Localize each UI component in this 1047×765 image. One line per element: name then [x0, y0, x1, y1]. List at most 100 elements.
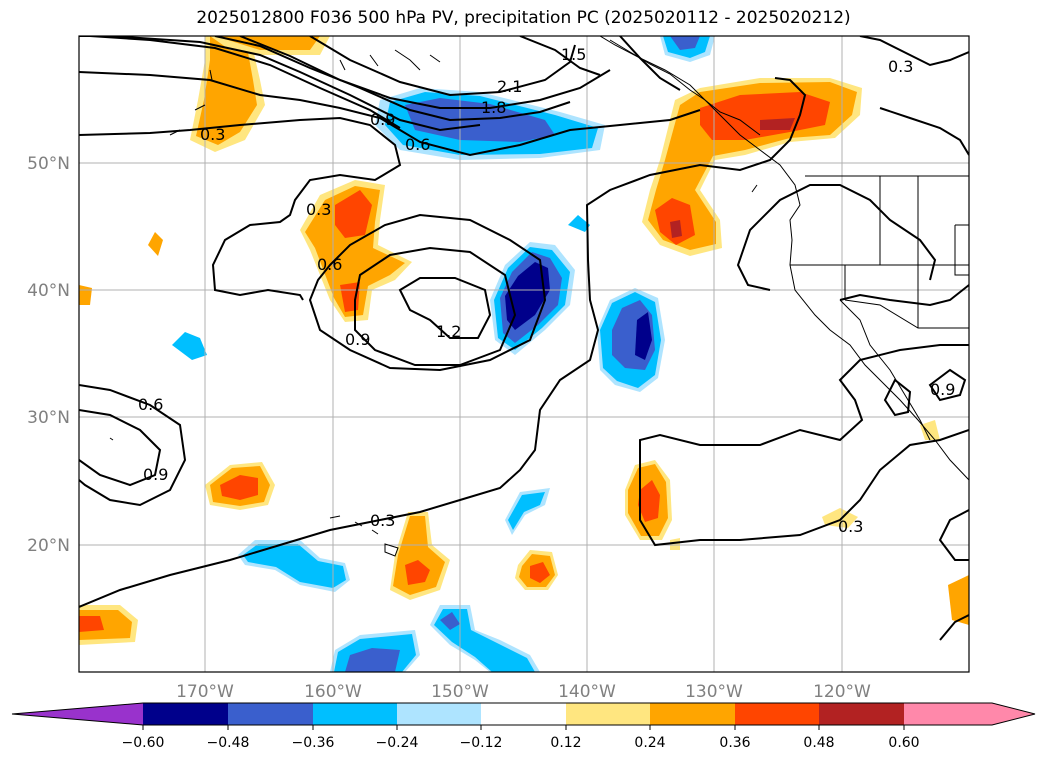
lon-label-160w: 160°W — [304, 682, 362, 702]
pv-contour — [938, 509, 969, 561]
pv-contour — [883, 378, 912, 417]
pv-contour — [939, 614, 969, 641]
pv-contour — [928, 368, 967, 402]
coastlines — [109, 36, 969, 557]
colorbar-tick-label: −0.24 — [376, 735, 419, 751]
precip-negative-region — [505, 262, 550, 330]
pv-contour — [619, 36, 681, 91]
lon-label-120w: 120°W — [813, 682, 871, 702]
colorbar-bin — [143, 703, 228, 725]
lat-label-20n: 20°N — [27, 536, 70, 556]
contour-label: 0.3 — [838, 517, 863, 536]
map-title: 2025012800 F036 500 hPa PV, precipitatio… — [196, 8, 851, 28]
pv-contour-0-9 — [79, 36, 401, 129]
island — [109, 437, 114, 441]
precip-positive-region — [920, 420, 940, 440]
contour-label: 0.9 — [143, 465, 168, 484]
precip-positive-region — [393, 516, 445, 595]
lon-label-150w: 150°W — [431, 682, 489, 702]
precip-positive-region — [530, 562, 550, 583]
precip-shading — [79, 36, 969, 672]
state-border — [954, 224, 969, 276]
precip-negative-region — [172, 332, 207, 360]
colorbar: −0.60 −0.48 −0.36 −0.24 −0.12 0.12 0.24 … — [11, 702, 1036, 751]
gridlines — [79, 36, 969, 672]
lat-label-50n: 50°N — [27, 154, 70, 174]
precip-negative-region — [243, 544, 346, 588]
precip-positive-region — [148, 232, 163, 256]
colorbar-extend-low — [12, 703, 143, 725]
contour-label: 0.3 — [370, 511, 395, 530]
pv-contours — [79, 36, 969, 641]
contour-label: 1.8 — [481, 98, 506, 117]
contour-label: 0.9 — [370, 110, 395, 129]
colorbar-extend-high — [992, 703, 1035, 725]
precip-positive-region — [670, 538, 680, 550]
colorbar-tick-label: −0.60 — [122, 735, 165, 751]
pv-contour-0-6 — [79, 71, 701, 157]
contour-label: 0.9 — [930, 380, 955, 399]
colorbar-tick-label: 0.12 — [550, 735, 581, 751]
precip-positive-region — [335, 190, 372, 238]
aleutian-islands — [169, 49, 441, 136]
contour-label: 0.3 — [200, 125, 225, 144]
colorbar-bin — [735, 703, 819, 725]
pv-contour-1-2 — [398, 277, 492, 339]
precip-positive-region — [670, 220, 682, 238]
contour-label: 1.2 — [436, 322, 461, 341]
colorbar-tick-label: 0.36 — [719, 735, 750, 751]
pv-contour-0-3 — [79, 116, 402, 301]
pv-contour-0-3 — [79, 77, 807, 608]
colorbar-bin — [566, 703, 650, 725]
colorbar-bin — [397, 703, 481, 725]
precip-positive-region — [79, 616, 104, 632]
precip-negative-region — [508, 492, 545, 530]
precip-positive-region — [405, 560, 430, 585]
pv-contour-0-9 — [354, 246, 517, 366]
colorbar-bin — [904, 703, 992, 725]
island — [751, 184, 758, 193]
precip-negative-region — [568, 215, 590, 232]
baja-coastline — [839, 299, 931, 441]
pv-contour — [859, 36, 969, 67]
contour-label: 2.1 — [497, 77, 522, 96]
lon-labels: 170°W 160°W 150°W 140°W 130°W 120°W — [176, 682, 871, 702]
colorbar-tick-label: −0.48 — [207, 735, 250, 751]
precip-negative-region — [440, 612, 460, 630]
alaska-panhandle — [609, 39, 761, 136]
colorbar-bin — [313, 703, 397, 725]
contour-label: 0.9 — [345, 330, 370, 349]
colorbar-tick-label: 0.48 — [803, 735, 834, 751]
contour-label: 0.6 — [317, 255, 342, 274]
precip-positive-region — [196, 36, 257, 145]
colorbar-tick-label: 0.60 — [888, 735, 919, 751]
pv-contour-0-3 — [639, 344, 969, 547]
precip-positive-region — [79, 285, 92, 305]
contour-labels: 0.3 0.3 0.6 0.9 1.2 0.9 0.6 1.8 2.1 1.5 … — [138, 45, 955, 536]
contour-label: 1.5 — [561, 45, 586, 64]
colorbar-bin — [819, 703, 904, 725]
pv-contour-0-6 — [79, 384, 187, 507]
map-frame — [78, 35, 970, 673]
lon-label-170w: 170°W — [176, 682, 234, 702]
pv-contour-1-8 — [239, 36, 611, 109]
lon-label-130w: 130°W — [685, 682, 743, 702]
pv-contour-2-1 — [309, 36, 576, 97]
pv-contour-0-3 — [839, 284, 969, 307]
pv-contour-1-5 — [519, 36, 601, 76]
colorbar-bin — [228, 703, 313, 725]
pv-contour — [109, 36, 481, 132]
lat-label-40n: 40°N — [27, 281, 70, 301]
colorbar-bin — [650, 703, 735, 725]
precip-positive-region — [305, 186, 405, 317]
pv-contour-0-6 — [308, 213, 547, 372]
north-america-coastline — [599, 36, 969, 481]
lat-labels: 50°N 40°N 30°N 20°N — [27, 154, 70, 556]
precip-positive-region — [760, 118, 795, 130]
contour-label: 0.6 — [405, 135, 430, 154]
lon-label-140w: 140°W — [558, 682, 616, 702]
precip-positive-region — [638, 480, 660, 522]
precip-positive-region — [948, 575, 969, 625]
colorbar-tick-label: 0.24 — [634, 735, 665, 751]
